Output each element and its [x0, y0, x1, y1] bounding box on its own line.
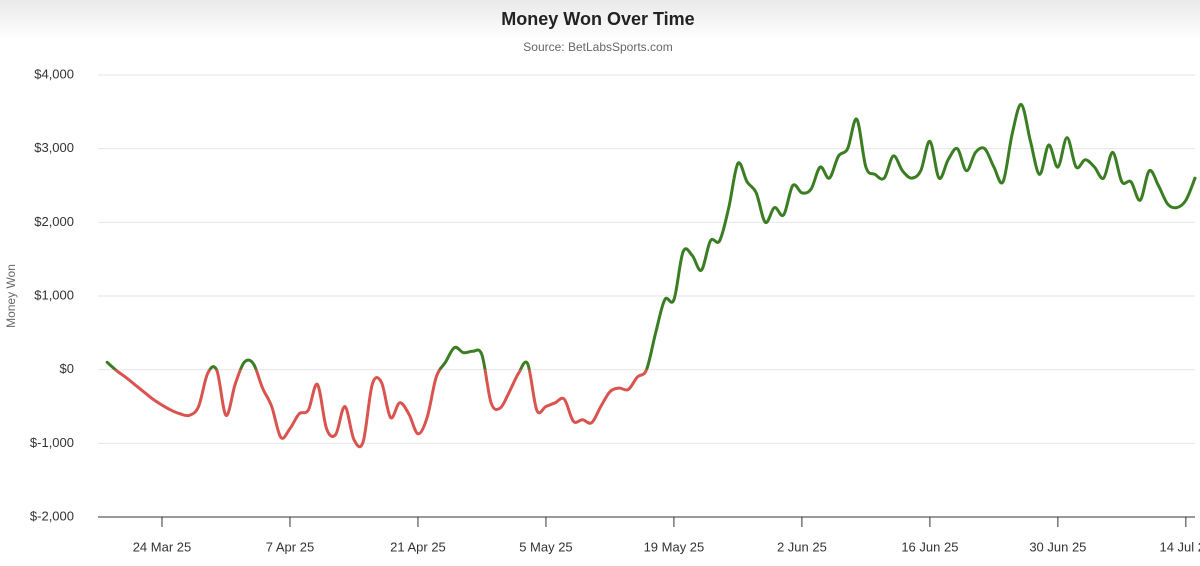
x-tick-label: 14 Jul 25: [1159, 539, 1200, 554]
y-tick-label: $4,000: [34, 66, 74, 81]
x-tick-label: 24 Mar 25: [133, 539, 192, 554]
x-tick-label: 21 Apr 25: [390, 539, 446, 554]
header-shade: [0, 0, 1200, 40]
y-tick-label: $2,000: [34, 214, 74, 229]
x-tick-label: 30 Jun 25: [1029, 539, 1086, 554]
y-tick-label: $0: [60, 361, 74, 376]
x-tick-label: 2 Jun 25: [777, 539, 827, 554]
x-tick-label: 16 Jun 25: [901, 539, 958, 554]
chart-subtitle: Source: BetLabsSports.com: [523, 40, 672, 54]
y-tick-label: $1,000: [34, 287, 74, 302]
y-axis-title: Money Won: [4, 264, 18, 328]
x-tick-label: 19 May 25: [644, 539, 705, 554]
x-tick-label: 7 Apr 25: [266, 539, 314, 554]
y-tick-label: $-1,000: [30, 435, 74, 450]
chart-title: Money Won Over Time: [501, 9, 694, 29]
x-tick-label: 5 May 25: [519, 539, 572, 554]
data-line: [105, 102, 1197, 449]
y-tick-label: $3,000: [34, 140, 74, 155]
y-tick-label: $-2,000: [30, 508, 74, 523]
